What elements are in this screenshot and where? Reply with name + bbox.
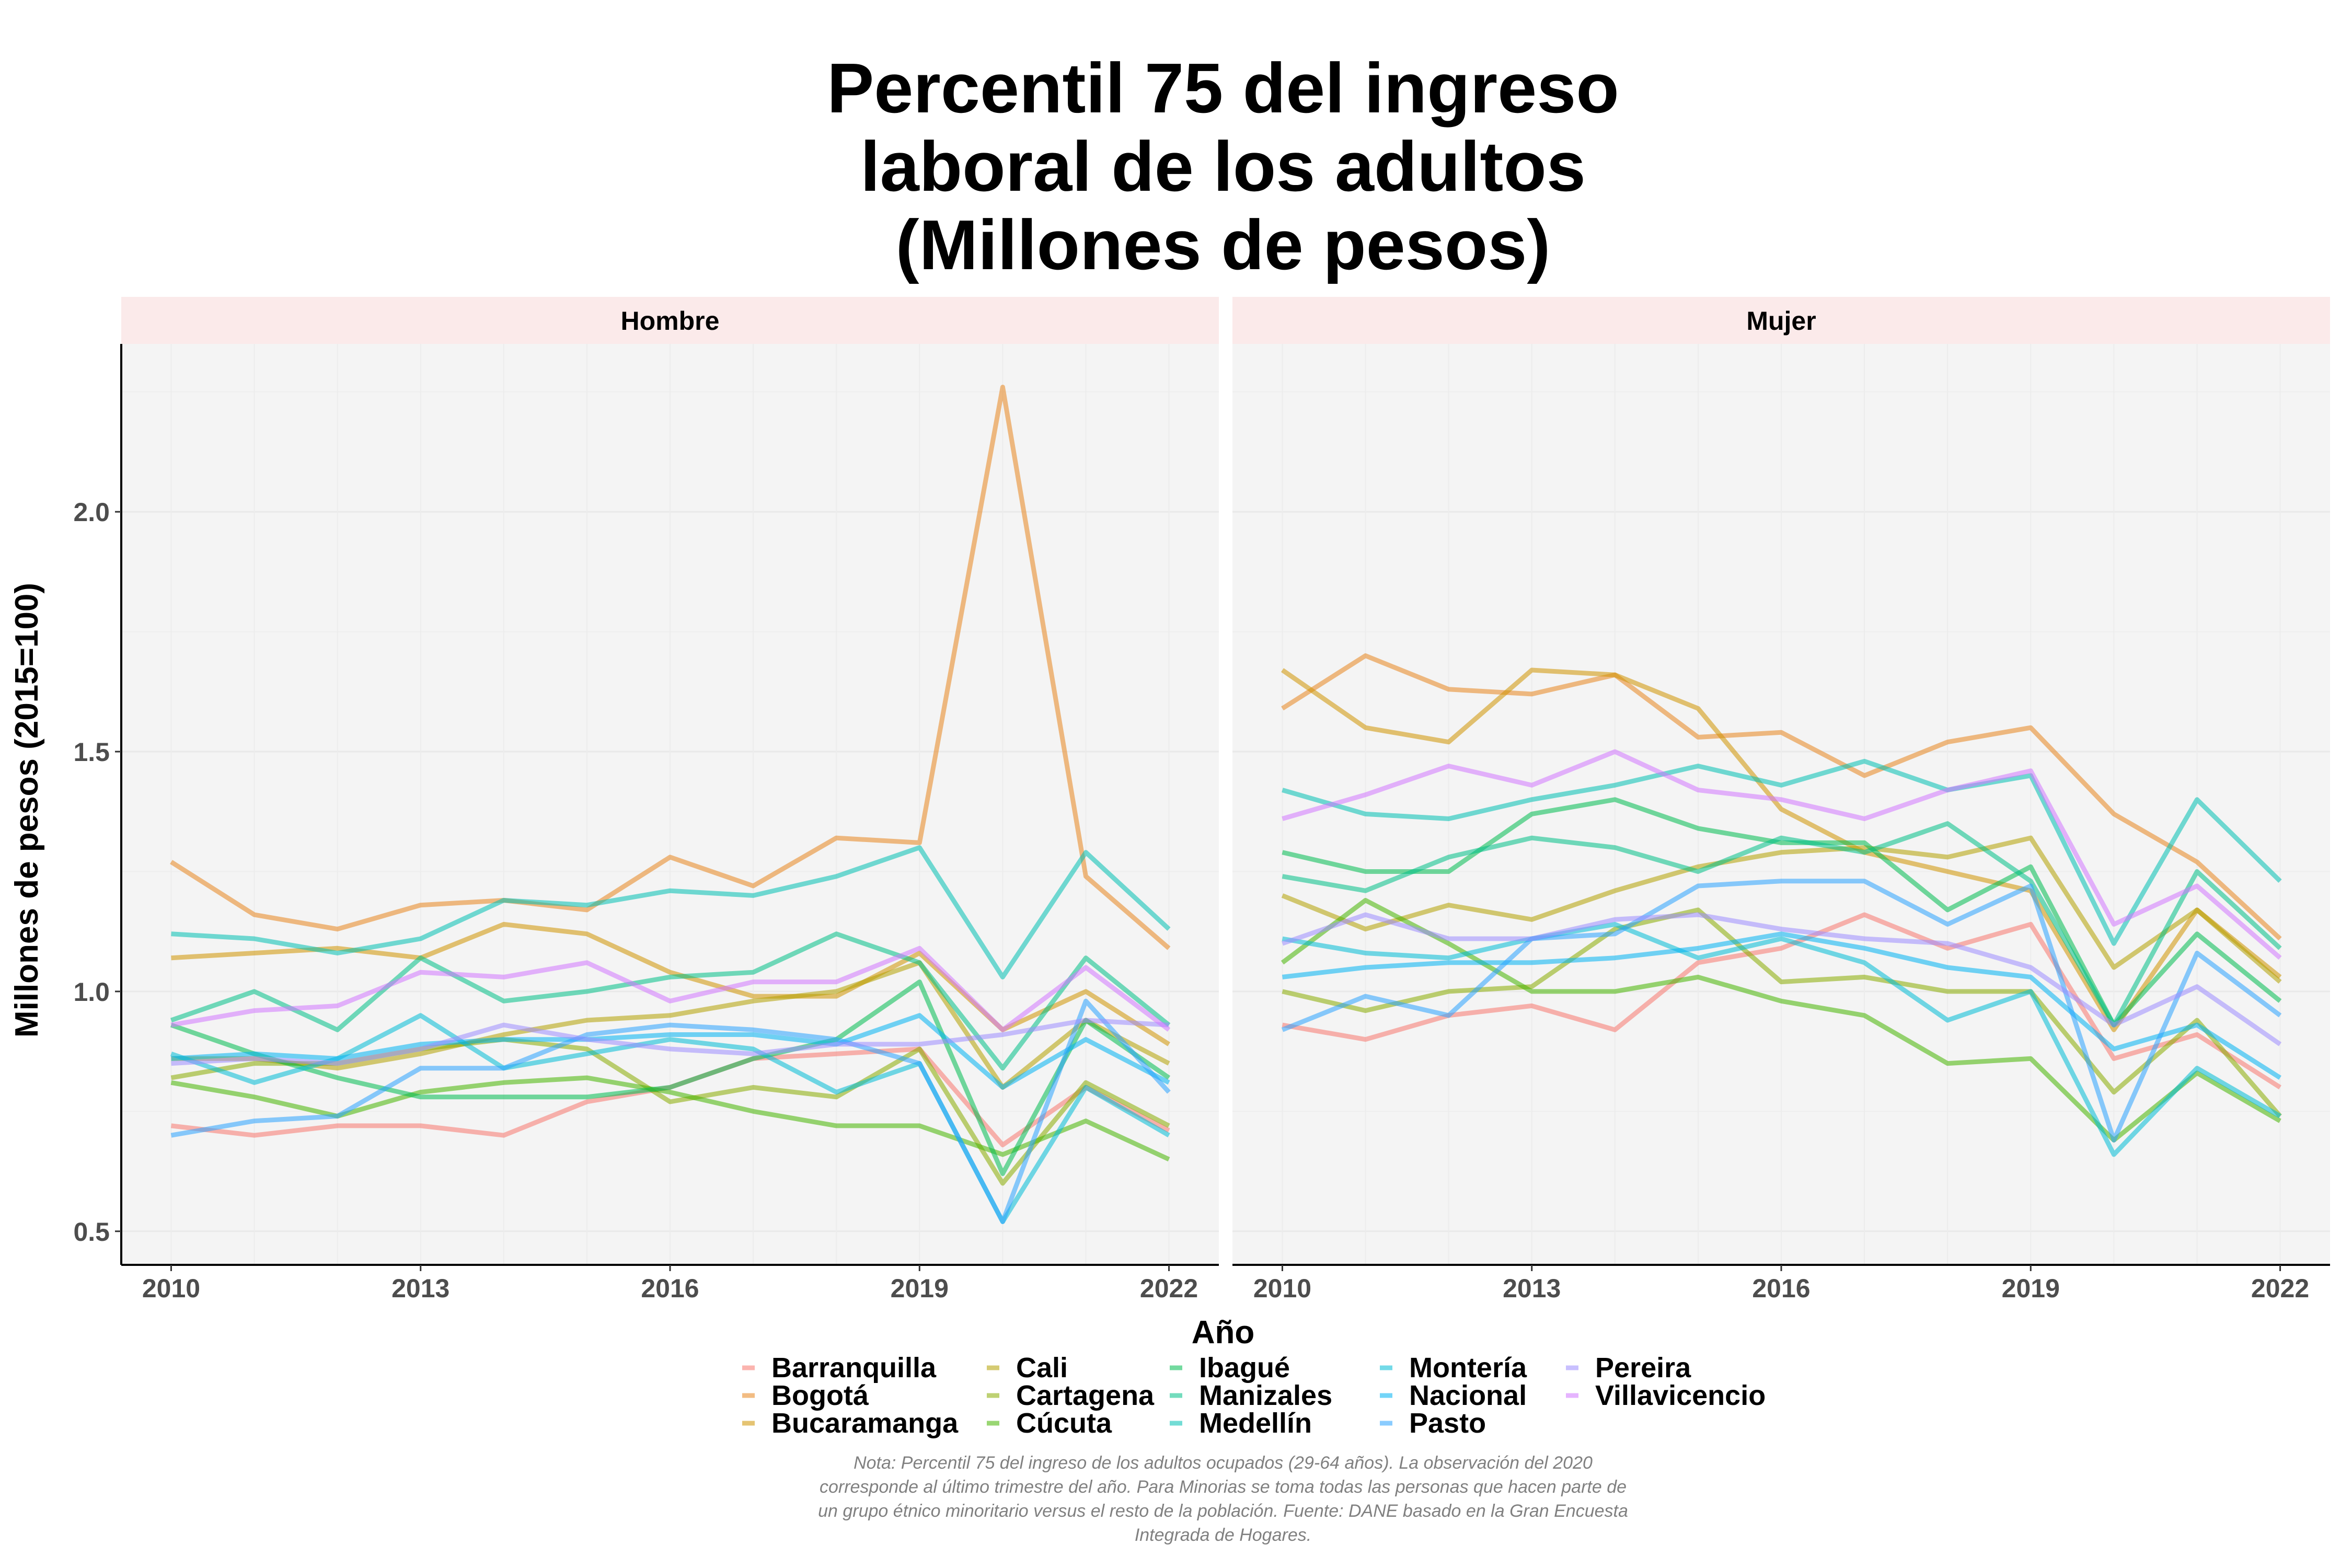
strip-label-hombre: Hombre [621, 306, 720, 336]
y-tick-label: 0.5 [73, 1217, 110, 1247]
legend-label-manizales: Manizales [1199, 1380, 1332, 1411]
legend-label-ibague: Ibagué [1199, 1352, 1290, 1383]
series-line-mujer-cali [1281, 835, 2282, 984]
series-line-mujer-medellin [1282, 758, 2282, 946]
legend-item-ibague: Ibagué [1170, 1352, 1290, 1383]
y-tick-label: 2.0 [73, 498, 110, 527]
x-tick-label: 2010 [142, 1274, 200, 1303]
series-line-hombre-villavicencio [170, 946, 1171, 1032]
y-tick-label: 1.5 [73, 737, 110, 767]
legend-item-medellin: Medellín [1170, 1408, 1312, 1439]
series-line-hombre-pasto [170, 998, 1171, 1224]
legend-item-cartagena: Cartagena [987, 1380, 1155, 1411]
series-lines-mujer [1281, 653, 2282, 1157]
legend-label-pasto: Pasto [1409, 1408, 1486, 1439]
series-line-mujer-bucaramanga [1281, 667, 2282, 1032]
series-line-mujer-monteria [1282, 921, 2281, 1157]
note-line-3: un grupo étnico minoritario versus el re… [818, 1501, 1628, 1521]
legend-label-monteria: Montería [1409, 1352, 1527, 1383]
legend-item-barranquilla: Barranquilla [742, 1352, 937, 1383]
legend-label-cucuta: Cúcuta [1016, 1408, 1112, 1439]
panel-hombre: Hombre 0.5 1.0 1.5 2.0 2010 2013 2016 2019 2022 [73, 297, 1219, 1303]
legend-item-cucuta: Cúcuta [987, 1408, 1112, 1439]
legend-label-cartagena: Cartagena [1016, 1380, 1155, 1411]
x-tick-label: 2013 [391, 1274, 449, 1303]
chart-title: Percentil 75 del ingreso [827, 49, 1619, 128]
series-line-hombre-manizales [170, 931, 1171, 1071]
series-line-hombre-nacional [171, 1013, 1170, 1090]
x-tick-label: 2016 [1752, 1274, 1810, 1303]
legend-label-cali: Cali [1016, 1352, 1068, 1383]
strip-label-mujer: Mujer [1746, 306, 1816, 336]
gridlines-hombre [121, 344, 1219, 1265]
legend-item-nacional: Nacional [1380, 1380, 1527, 1411]
legend-item-villavicencio: Villavicencio [1566, 1380, 1766, 1411]
legend-item-manizales: Manizales [1170, 1380, 1332, 1411]
series-line-mujer-bogota [1281, 653, 2282, 941]
legend-item-cali: Cali [987, 1352, 1068, 1383]
series-line-mujer-cartagena [1282, 907, 2282, 1118]
x-tick-label: 2010 [1253, 1274, 1311, 1303]
x-tick-label: 2019 [891, 1274, 949, 1303]
x-tick-label: 2013 [1503, 1274, 1561, 1303]
x-tick-label: 2016 [641, 1274, 699, 1303]
x-tick-label: 2022 [1140, 1274, 1198, 1303]
chart-title-line-3: (Millones de pesos) [896, 205, 1551, 284]
legend-item-pereira: Pereira [1566, 1352, 1691, 1383]
legend-label-bogota: Bogotá [771, 1380, 869, 1411]
series-line-hombre-pereira [171, 1018, 1169, 1066]
strip-mujer [1232, 297, 2330, 344]
legend-label-bucaramanga: Bucaramanga [771, 1408, 959, 1439]
series-lines-hombre [170, 385, 1171, 1224]
legend-label-nacional: Nacional [1409, 1380, 1527, 1411]
series-line-mujer-nacional [1282, 931, 2281, 1080]
strip-hombre [121, 297, 1219, 344]
legend-label-medellin: Medellín [1199, 1408, 1312, 1439]
legend-label-villavicencio: Villavicencio [1595, 1380, 1766, 1411]
note-line-2: corresponde al último trimestre del año.… [820, 1477, 1627, 1497]
gridlines-mujer [1232, 344, 2330, 1265]
x-tick-label: 2022 [2251, 1274, 2309, 1303]
x-tick-label: 2019 [2002, 1274, 2060, 1303]
y-axis-title: Millones de pesos (2015=100) [9, 583, 45, 1037]
chart-title-line-2: laboral de los adultos [860, 127, 1586, 206]
legend-item-pasto: Pasto [1380, 1408, 1486, 1439]
y-tick-label: 1.0 [73, 977, 110, 1007]
note-line-1: Nota: Percentil 75 del ingreso de los ad… [854, 1453, 1593, 1473]
series-line-hombre-bogota [170, 385, 1171, 950]
x-axis-title: Año [1192, 1315, 1255, 1351]
series-line-hombre-ibague [170, 979, 1171, 1177]
legend-label-pereira: Pereira [1595, 1352, 1691, 1383]
legend-item-bucaramanga: Bucaramanga [742, 1408, 959, 1439]
panel-mujer: Mujer 2010 2013 2016 2019 2022 [1232, 297, 2330, 1303]
series-line-hombre-medellin [171, 845, 1171, 979]
series-line-mujer-villavicencio [1282, 749, 2282, 960]
legend-item-monteria: Montería [1380, 1352, 1527, 1383]
series-line-mujer-pasto [1281, 879, 2282, 1143]
legend-item-bogota: Bogotá [742, 1380, 869, 1411]
legend-label-barranquilla: Barranquilla [771, 1352, 937, 1383]
note-line-4: Integrada de Hogares. [1135, 1525, 1311, 1545]
series-line-mujer-pereira [1282, 912, 2282, 1046]
